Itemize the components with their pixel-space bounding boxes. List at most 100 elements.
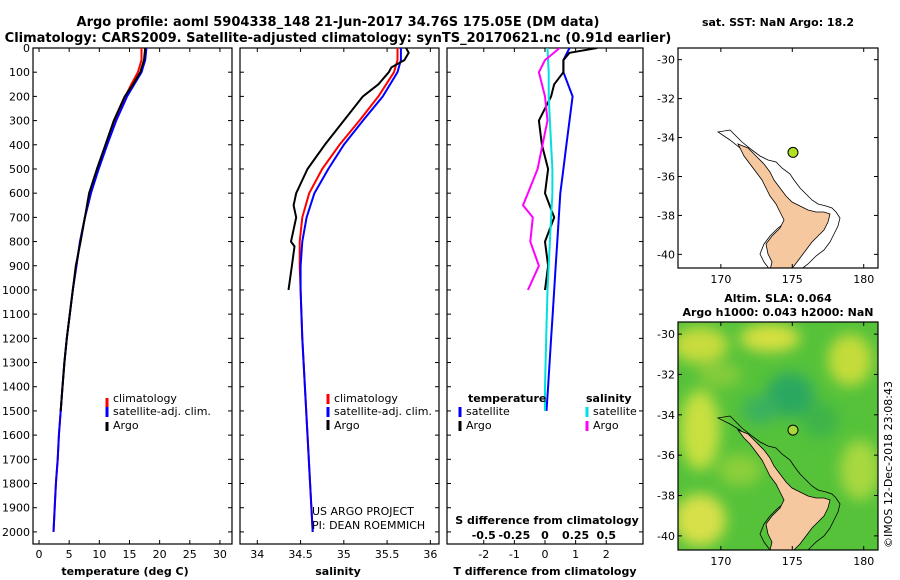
sla-map-axes: 170 175 180 -30 -32 -34 -36 -38 -40 bbox=[657, 322, 878, 568]
depth-tick-label: 900 bbox=[9, 260, 30, 273]
x-tick-label: 5 bbox=[66, 548, 73, 561]
salinity-plot-frame bbox=[239, 47, 440, 545]
lat-tick-label: -36 bbox=[657, 449, 675, 462]
s-difference-axis-label: S difference from climatology bbox=[455, 514, 639, 527]
profile-line-s-argo bbox=[522, 48, 561, 291]
argo-position-marker bbox=[787, 424, 799, 436]
temperature-panel: 0100200300400500600700800900100011001200… bbox=[2, 42, 233, 578]
salinity-depth-ticks bbox=[240, 47, 439, 533]
profile-line-argo bbox=[59, 48, 147, 411]
difference-depth-ticks bbox=[447, 47, 643, 533]
profile-line-argo bbox=[287, 48, 410, 291]
t-difference-axis-label: T difference from climatology bbox=[453, 565, 636, 578]
difference-profiles bbox=[522, 48, 598, 411]
sst-map-frame bbox=[677, 47, 879, 269]
x-tick-label: 36 bbox=[423, 548, 437, 561]
temperature-profiles bbox=[52, 48, 148, 532]
depth-tick-label: 400 bbox=[9, 139, 30, 152]
lat-tick-label: -30 bbox=[657, 328, 675, 341]
lat-tick-label: -32 bbox=[657, 368, 675, 381]
legend-satellite-label: satellite-adj. clim. bbox=[334, 405, 432, 418]
depth-tick-label: 1000 bbox=[2, 284, 30, 297]
t-difference-axis: -2 -1 0 1 2 bbox=[478, 48, 610, 561]
legend-t-argo-label: Argo bbox=[466, 419, 492, 432]
x-tick-label: 35.5 bbox=[375, 548, 400, 561]
credit-pi: PI: DEAN ROEMMICH bbox=[312, 519, 425, 532]
legend-argo-label: Argo bbox=[113, 419, 139, 432]
sla-field bbox=[678, 322, 878, 550]
x-tick-label: -2 bbox=[478, 548, 489, 561]
depth-tick-label: 200 bbox=[9, 90, 30, 103]
difference-panel: -2 -1 0 1 2 -0.5 -0.25 0 0.25 0.5 T difference f… bbox=[446, 47, 644, 578]
x-tick-label: 10 bbox=[92, 548, 106, 561]
salinity-panel: 34 34.5 35 35.5 36 salinity climatology sate… bbox=[239, 47, 440, 578]
x-tick-label: -1 bbox=[509, 548, 520, 561]
legend-s-satellite-label: satellite bbox=[593, 405, 637, 418]
depth-tick-label: 1400 bbox=[2, 381, 30, 394]
lat-tick-label: -30 bbox=[657, 54, 675, 67]
depth-tick-label: 2000 bbox=[2, 526, 30, 539]
depth-tick-label: 1700 bbox=[2, 453, 30, 466]
depth-tick-label: 500 bbox=[9, 163, 30, 176]
lat-tick-label: -38 bbox=[657, 209, 675, 222]
lon-tick-label: 180 bbox=[853, 555, 874, 568]
temperature-axis: 0 5 10 15 20 25 30 bbox=[36, 48, 227, 561]
x-tick-label: 2 bbox=[603, 548, 610, 561]
legend-t-satellite-label: satellite bbox=[466, 405, 510, 418]
x-tick-label: 1 bbox=[572, 548, 579, 561]
sst-map-axes: 170 175 180 -30 -32 -34 -36 -38 -40 bbox=[657, 48, 878, 286]
depth-tick-label: 1900 bbox=[2, 502, 30, 515]
salinity-profiles bbox=[287, 48, 410, 532]
legend-salinity-heading: salinity bbox=[586, 392, 632, 405]
sla-map-panel: Altim. SLA: 0.064 Argo h1000: 0.043 h200… bbox=[657, 292, 879, 568]
lon-tick-label: 170 bbox=[710, 555, 731, 568]
legend-satellite-label: satellite-adj. clim. bbox=[113, 405, 211, 418]
salinity-axis-label: salinity bbox=[315, 565, 361, 578]
s-tick-label: 0 bbox=[541, 529, 549, 542]
lon-tick-label: 170 bbox=[710, 273, 731, 286]
difference-plot-frame bbox=[446, 47, 644, 545]
legend-s-argo-label: Argo bbox=[593, 419, 619, 432]
x-tick-label: 0 bbox=[36, 548, 43, 561]
lon-tick-label: 180 bbox=[853, 273, 874, 286]
lat-tick-label: -34 bbox=[657, 132, 675, 145]
credit-project: US ARGO PROJECT bbox=[312, 505, 414, 518]
lat-tick-label: -38 bbox=[657, 490, 675, 503]
depth-tick-label: 300 bbox=[9, 115, 30, 128]
lon-tick-label: 175 bbox=[782, 273, 803, 286]
depth-tick-label: 1300 bbox=[2, 357, 30, 370]
x-tick-label: 15 bbox=[122, 548, 136, 561]
sla-north-island-land bbox=[736, 429, 831, 550]
depth-tick-label: 100 bbox=[9, 66, 30, 79]
depth-tick-label: 1500 bbox=[2, 405, 30, 418]
figure-title-line1: Argo profile: aoml 5904338_148 21-Jun-20… bbox=[77, 15, 600, 30]
sla-field-anomalies bbox=[678, 324, 878, 546]
s-tick-label: -0.5 bbox=[472, 529, 496, 542]
legend-climatology-label: climatology bbox=[113, 392, 177, 405]
s-tick-label: -0.25 bbox=[499, 529, 531, 542]
s-difference-axis: -0.5 -0.25 0 0.25 0.5 bbox=[472, 529, 616, 542]
depth-tick-label: 700 bbox=[9, 211, 30, 224]
sla-map-title-line1: Altim. SLA: 0.064 bbox=[724, 292, 832, 305]
depth-tick-label: 1600 bbox=[2, 429, 30, 442]
argo-position-marker bbox=[787, 146, 799, 158]
depth-tick-label: 800 bbox=[9, 236, 30, 249]
x-tick-label: 0 bbox=[542, 548, 549, 561]
difference-legend: temperature salinity satellite Argo sate… bbox=[458, 392, 637, 432]
x-tick-label: 25 bbox=[183, 548, 197, 561]
figure-title-line2: Climatology: CARS2009. Satellite-adjuste… bbox=[5, 31, 672, 46]
sst-map-title: sat. SST: NaN Argo: 18.2 bbox=[702, 16, 854, 29]
depth-tick-label: 0 bbox=[23, 42, 30, 55]
depth-axis: 0 100 200 300 400 500 600 700 800 900 1000 1100 1200… bbox=[2, 42, 232, 539]
north-island-land bbox=[737, 143, 831, 268]
legend-climatology-label: climatology bbox=[334, 392, 398, 405]
x-tick-label: 34 bbox=[250, 548, 264, 561]
depth-tick-label: 600 bbox=[9, 187, 30, 200]
temperature-axis-label: temperature (deg C) bbox=[61, 565, 188, 578]
depth-tick-label: 1800 bbox=[2, 478, 30, 491]
lon-tick-label: 175 bbox=[782, 555, 803, 568]
lat-tick-label: -36 bbox=[657, 170, 675, 183]
temperature-plot-frame bbox=[32, 47, 233, 545]
lat-tick-label: -40 bbox=[657, 530, 675, 543]
